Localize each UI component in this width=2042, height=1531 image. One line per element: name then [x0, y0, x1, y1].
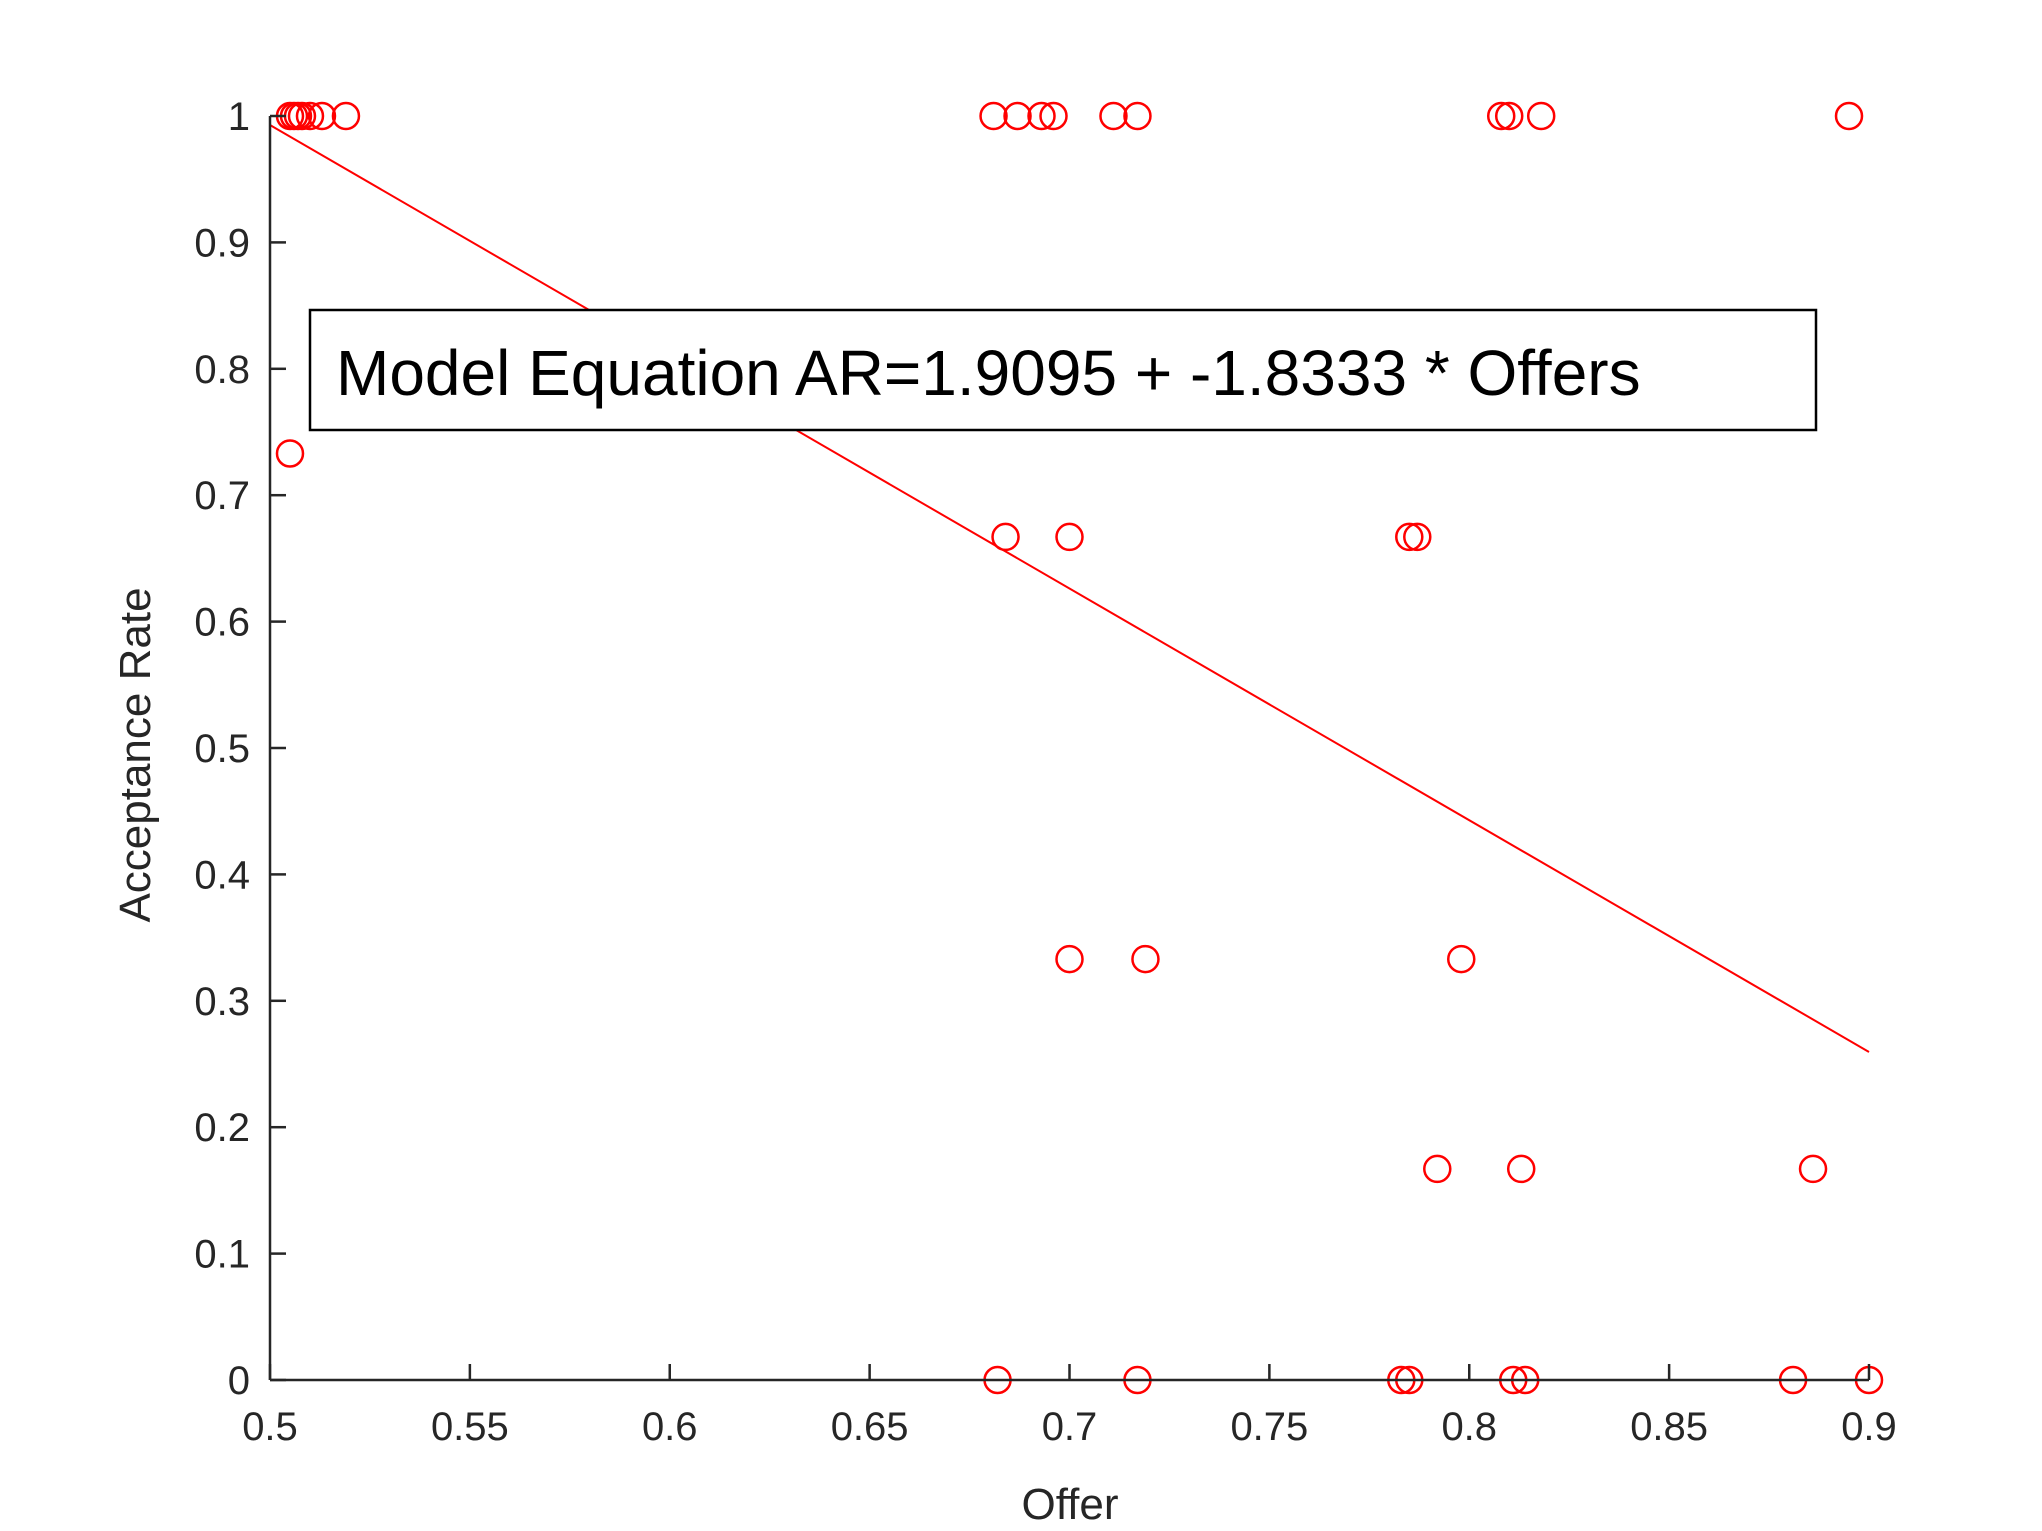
- data-point: [1494, 101, 1524, 131]
- x-tick-label: 0.7: [1042, 1405, 1098, 1449]
- data-point: [1395, 522, 1424, 552]
- data-point: [1055, 944, 1084, 974]
- x-tick-label: 0.85: [1630, 1405, 1708, 1449]
- data-point: [275, 439, 305, 468]
- data-point: [295, 101, 325, 131]
- annotation-text: Model Equation AR=1.9095 + -1.8333 * Off…: [336, 337, 1641, 409]
- data-point: [1486, 101, 1516, 131]
- data-point: [287, 101, 317, 131]
- x-tick-label: 0.6: [642, 1405, 698, 1449]
- data-point: [1403, 522, 1432, 552]
- x-tick-label: 0.8: [1441, 1405, 1497, 1449]
- y-tick-label: 0: [228, 1359, 250, 1403]
- fit-line-layer: [269, 124, 1870, 1053]
- y-tick-label: 0.6: [194, 601, 250, 645]
- y-tick-label: 0.3: [194, 980, 250, 1024]
- data-point: [1099, 101, 1128, 131]
- x-tick-label: 0.9: [1841, 1405, 1897, 1449]
- data-point: [991, 522, 1020, 552]
- data-point: [979, 101, 1008, 131]
- x-tick-label: 0.75: [1230, 1405, 1308, 1449]
- data-point: [1039, 101, 1068, 131]
- data-point: [1055, 522, 1084, 552]
- data-point: [1423, 1154, 1452, 1184]
- y-tick-label: 0.1: [194, 1233, 250, 1277]
- data-point: [1834, 101, 1864, 131]
- x-tick-label: 0.5: [242, 1405, 298, 1449]
- x-tick-label: 0.55: [431, 1405, 509, 1449]
- data-point: [1798, 1154, 1828, 1184]
- y-tick-label: 0.4: [194, 853, 250, 897]
- data-point: [1506, 1154, 1536, 1184]
- x-tick-label: 0.65: [831, 1405, 909, 1449]
- data-point: [331, 101, 361, 131]
- y-tick-label: 1: [228, 95, 250, 139]
- y-tick-label: 0.5: [194, 727, 250, 771]
- x-axis-label: Offer: [1021, 1480, 1118, 1529]
- data-point: [307, 101, 337, 131]
- annotation-border: [308, 308, 1818, 432]
- data-point: [1123, 101, 1152, 131]
- axes: 0.5 0.55 0.6 0.65 0.7 0.75 0.8 0.85 0.9 0 0.1 0.2 0.…: [194, 95, 1896, 1449]
- data-point: [1003, 101, 1032, 131]
- data-point: [1447, 944, 1476, 974]
- y-tick-label: 0.9: [194, 221, 250, 265]
- y-axis-label: Acceptance Rate: [111, 587, 160, 922]
- y-tick-label: 0.8: [194, 348, 250, 392]
- regression-line: [269, 124, 1870, 1053]
- annotation-box: Model Equation AR=1.9095 + -1.8333 * Off…: [308, 308, 1818, 432]
- data-point: [1131, 944, 1160, 974]
- y-tick-label: 0.2: [194, 1106, 250, 1150]
- y-tick-label: 0.7: [194, 474, 250, 518]
- data-point: [1526, 101, 1556, 131]
- data-point: [1027, 101, 1056, 131]
